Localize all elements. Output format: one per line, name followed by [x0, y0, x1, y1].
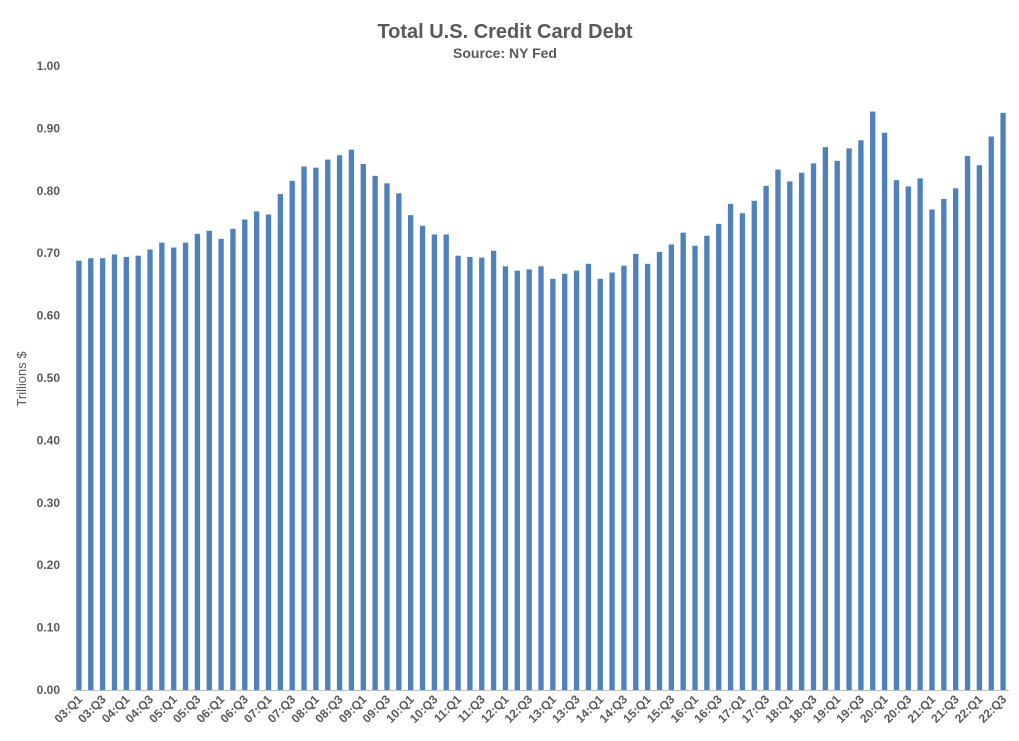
bar [633, 253, 639, 690]
bar [289, 180, 295, 690]
bar [763, 185, 769, 690]
y-tick-label: 0.10 [37, 621, 61, 635]
bar [408, 215, 414, 690]
bar [964, 155, 971, 691]
bar [206, 230, 212, 691]
bar [941, 198, 947, 690]
bar [265, 214, 272, 690]
bar [704, 235, 710, 691]
bar [680, 232, 686, 691]
bar [514, 270, 520, 690]
bar [419, 225, 426, 691]
bar [893, 180, 900, 690]
bar [396, 193, 402, 691]
bar [692, 245, 698, 690]
bar [479, 257, 485, 690]
bar [917, 178, 923, 690]
bar [881, 132, 888, 690]
bar [798, 172, 805, 690]
bar [953, 188, 959, 691]
bar [159, 242, 165, 690]
y-tick-label: 0.20 [37, 558, 61, 572]
bar [502, 266, 509, 690]
y-tick-label: 0.60 [37, 309, 61, 323]
bar [550, 278, 556, 690]
bar [716, 223, 722, 690]
bar [976, 165, 983, 691]
bar [88, 258, 94, 690]
chart-subtitle: Source: NY Fed [453, 45, 557, 61]
bar [929, 209, 935, 690]
bar [443, 234, 449, 691]
bar [846, 148, 852, 690]
bar [727, 203, 734, 690]
bar [147, 249, 153, 690]
bar [562, 273, 568, 690]
bar [431, 234, 438, 691]
bar [621, 265, 627, 690]
y-tick-label: 0.90 [37, 121, 61, 135]
bar [336, 155, 343, 691]
bar [360, 163, 366, 691]
bar [644, 263, 651, 690]
bar [573, 270, 580, 690]
bar [467, 256, 473, 690]
x-tick-label: 22:Q3 [976, 692, 1010, 726]
y-tick-label: 0.00 [37, 683, 61, 697]
bar [242, 219, 248, 690]
bar [348, 149, 355, 690]
bar [1000, 112, 1006, 691]
y-tick-label: 0.30 [37, 496, 61, 510]
bar [739, 213, 746, 690]
bar [526, 269, 532, 690]
bar [253, 211, 260, 690]
bar [870, 111, 876, 691]
y-tick-label: 1.00 [37, 59, 61, 73]
bar [218, 238, 224, 690]
y-tick-label: 0.80 [37, 184, 61, 198]
bar [123, 256, 129, 690]
bar [76, 260, 82, 690]
bar [668, 244, 674, 690]
bar [858, 140, 864, 690]
bar [372, 175, 378, 690]
y-tick-label: 0.40 [37, 433, 61, 447]
bar [230, 228, 236, 691]
bar [277, 193, 284, 691]
bar [194, 233, 201, 691]
y-axis-title: Trillions $ [14, 351, 29, 407]
y-tick-label: 0.70 [37, 246, 61, 260]
bar [325, 159, 331, 691]
bar [313, 167, 319, 690]
bar [585, 263, 592, 690]
x-axis-tick-labels: 03:Q103:Q304:Q104:Q305:Q105:Q306:Q106:Q3… [52, 692, 1010, 726]
bar [822, 147, 829, 690]
bar [597, 278, 603, 690]
bar [810, 163, 817, 691]
y-axis-tick-labels: 0.00 0.10 0.20 0.30 0.40 0.50 0.60 0.70 0.80 0.90… [37, 59, 61, 697]
bar [171, 247, 177, 690]
bar [834, 160, 840, 691]
bar [609, 272, 615, 690]
bar [490, 250, 497, 690]
bar [775, 169, 781, 690]
bar [135, 255, 141, 690]
chart-title: Total U.S. Credit Card Debt [377, 21, 633, 43]
bar [182, 242, 189, 690]
y-tick-label: 0.50 [37, 371, 61, 385]
bar-series [76, 111, 1006, 691]
bar [455, 255, 461, 690]
bar [751, 200, 757, 690]
bar [301, 166, 307, 690]
bar [905, 186, 911, 690]
bar [787, 181, 793, 690]
bar [384, 183, 390, 690]
bar [111, 254, 118, 690]
bar [988, 136, 994, 690]
bar [538, 266, 544, 690]
bar [656, 251, 663, 690]
bar [99, 258, 106, 690]
